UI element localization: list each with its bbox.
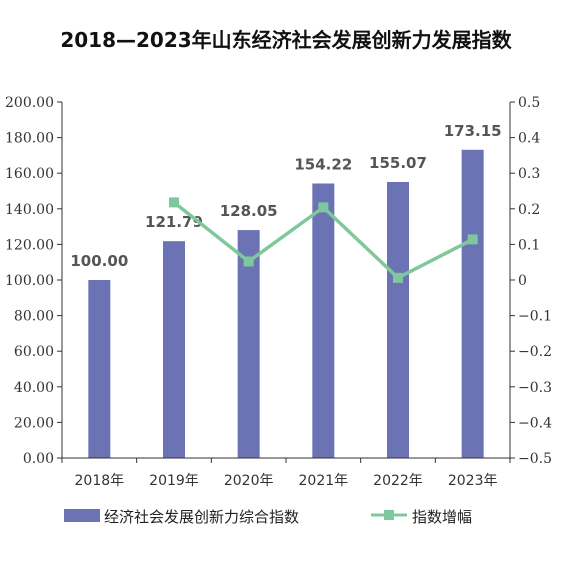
left-tick-label: 120.00 [5,237,54,253]
chart-title: 2018—2023年山东经济社会发展创新力发展指数 [60,28,512,52]
legend-bar-swatch [64,509,100,522]
left-tick-label: 200.00 [5,95,54,111]
left-tick-label: 60.00 [14,344,54,360]
left-tick-label: 160.00 [5,166,54,182]
line-point [169,197,179,208]
bar-data-label: 155.07 [369,154,427,172]
line-point [318,202,329,213]
legend-line-label: 指数增幅 [412,508,472,526]
left-tick-label: 40.00 [14,380,54,396]
line-point [393,272,403,283]
right-tick-label: −0.4 [518,415,552,431]
legend-line-marker [384,510,394,520]
left-axis-ticks: 0.00 20.00 40.00 60.00 80.00 100.00 120.00 140.… [5,95,62,467]
right-tick-label: −0.2 [518,344,552,360]
category-labels: 2018年 2019年 2020年 2021年 2022年 2023年 [75,473,498,489]
category-label: 2022年 [373,473,423,489]
line-point [243,256,254,267]
bar [237,230,260,458]
right-tick-label: 0 [518,273,527,289]
right-tick-label: 0.1 [518,237,540,253]
left-tick-label: 180.00 [5,131,54,147]
left-tick-label: 100.00 [5,273,54,289]
category-label: 2023年 [448,473,498,489]
axes [61,102,511,463]
left-tick-label: 20.00 [14,415,54,431]
right-tick-label: −0.5 [518,451,552,467]
bar-data-label: 154.22 [294,155,352,173]
bar-data-label: 128.05 [220,202,278,220]
category-label: 2020年 [224,473,274,489]
line-point [467,234,478,245]
right-tick-label: 0.3 [518,166,540,182]
bar-data-label: 100.00 [70,252,128,270]
bar [163,241,185,458]
left-tick-label: 140.00 [5,202,54,218]
left-tick-label: 80.00 [14,309,54,325]
bar [312,183,335,458]
right-tick-label: 0.2 [518,202,540,218]
category-label: 2019年 [149,473,199,489]
bar-series [88,149,484,458]
left-tick-label: 0.00 [23,451,54,467]
bar-data-labels: 100.00 121.79 128.05 154.22 155.07 173.15 [70,122,501,270]
bar [387,181,409,458]
legend: 经济社会发展创新力综合指数 指数增幅 [64,508,472,526]
bar-data-label: 121.79 [145,213,203,231]
line-series [169,197,478,283]
legend-bar-label: 经济社会发展创新力综合指数 [104,508,299,526]
right-tick-label: 0.5 [518,95,540,111]
category-label: 2018年 [75,473,125,489]
right-axis-ticks: −0.5 −0.4 −0.3 −0.2 −0.1 0 0.1 0.2 0.3 0.4 0.5 [510,95,552,467]
right-tick-label: −0.3 [518,380,552,396]
bar [461,149,484,458]
bar-data-label: 173.15 [444,122,502,140]
category-label: 2021年 [299,473,349,489]
bar [88,280,111,458]
right-tick-label: −0.1 [518,309,552,325]
right-tick-label: 0.4 [518,131,540,147]
